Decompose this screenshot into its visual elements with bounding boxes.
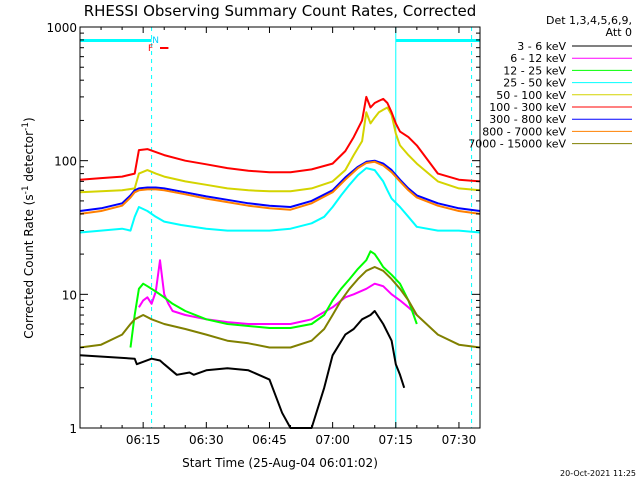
flare-bar [160, 47, 169, 49]
footer-timestamp: 20-Oct-2021 11:25 [560, 469, 636, 478]
night-bar-2 [395, 39, 480, 42]
series-line-25-50kev [79, 167, 481, 234]
legend-label-800-7000kev: 800 - 7000 keV [482, 125, 566, 138]
legend-label-3-6kev: 3 - 6 keV [517, 40, 566, 53]
y-tick-label: 1000 [46, 21, 77, 35]
flare-flag-label: F [148, 44, 153, 54]
legend-label-7000-15000kev: 7000 - 15000 keV [468, 138, 566, 151]
series-line-50-100kev [79, 106, 481, 194]
series-line-800-7000kev [79, 160, 481, 215]
series-line-3-6kev [79, 310, 406, 429]
x-tick-label: 06:15 [126, 433, 161, 447]
series-layer [79, 95, 481, 429]
y-axis-label-mid: detector [22, 131, 36, 186]
y-axis-label: Corrected Count Rate (s-1 detector-1) [21, 117, 36, 338]
legend-header-2: Att 0 [606, 26, 632, 39]
x-tick-label: 07:00 [315, 433, 350, 447]
night-flag-label: N [152, 36, 159, 46]
legend-label-100-300kev: 100 - 300 keV [489, 101, 566, 114]
y-axis-label-end: ) [22, 117, 36, 122]
axis-layer: 06:15 06:30 06:45 07:00 07:15 07:30 1 10 100 1000 [46, 21, 480, 447]
series-line-12-25kev [129, 250, 418, 348]
legend-label-300-800kev: 300 - 800 keV [489, 113, 566, 126]
y-axis-label-sup-1: -1 [21, 185, 31, 194]
x-tick-label: 07:15 [378, 433, 413, 447]
legend-label-50-100kev: 50 - 100 keV [496, 89, 566, 102]
y-tick-label: 10 [62, 288, 77, 302]
legend-label-6-12kev: 6 - 12 keV [510, 52, 566, 65]
y-axis-label-sup-2: -1 [21, 122, 31, 131]
chart-title: RHESSI Observing Summary Count Rates, Co… [84, 2, 477, 20]
y-tick-label: 100 [54, 155, 77, 169]
x-tick-label: 07:30 [442, 433, 477, 447]
x-axis-label: Start Time (25-Aug-04 06:01:02) [182, 456, 378, 470]
series-line-300-800kev [79, 159, 481, 212]
legend-label-25-50kev: 25 - 50 keV [503, 77, 566, 90]
night-bar-1 [80, 39, 152, 42]
x-tick-label: 06:45 [252, 433, 287, 447]
legend-header-1: Det 1,3,4,5,6,9, [546, 14, 632, 27]
y-axis-label-main: Corrected Count Rate (s [22, 194, 36, 338]
series-line-6-12kev [138, 259, 418, 325]
x-tick-label: 06:30 [189, 433, 224, 447]
series-line-100-300kev [79, 95, 481, 183]
series-line-7000-15000kev [79, 266, 481, 349]
plot-frame [79, 26, 481, 429]
legend-label-12-25kev: 12 - 25 keV [503, 64, 566, 77]
y-tick-label: 1 [69, 422, 77, 436]
